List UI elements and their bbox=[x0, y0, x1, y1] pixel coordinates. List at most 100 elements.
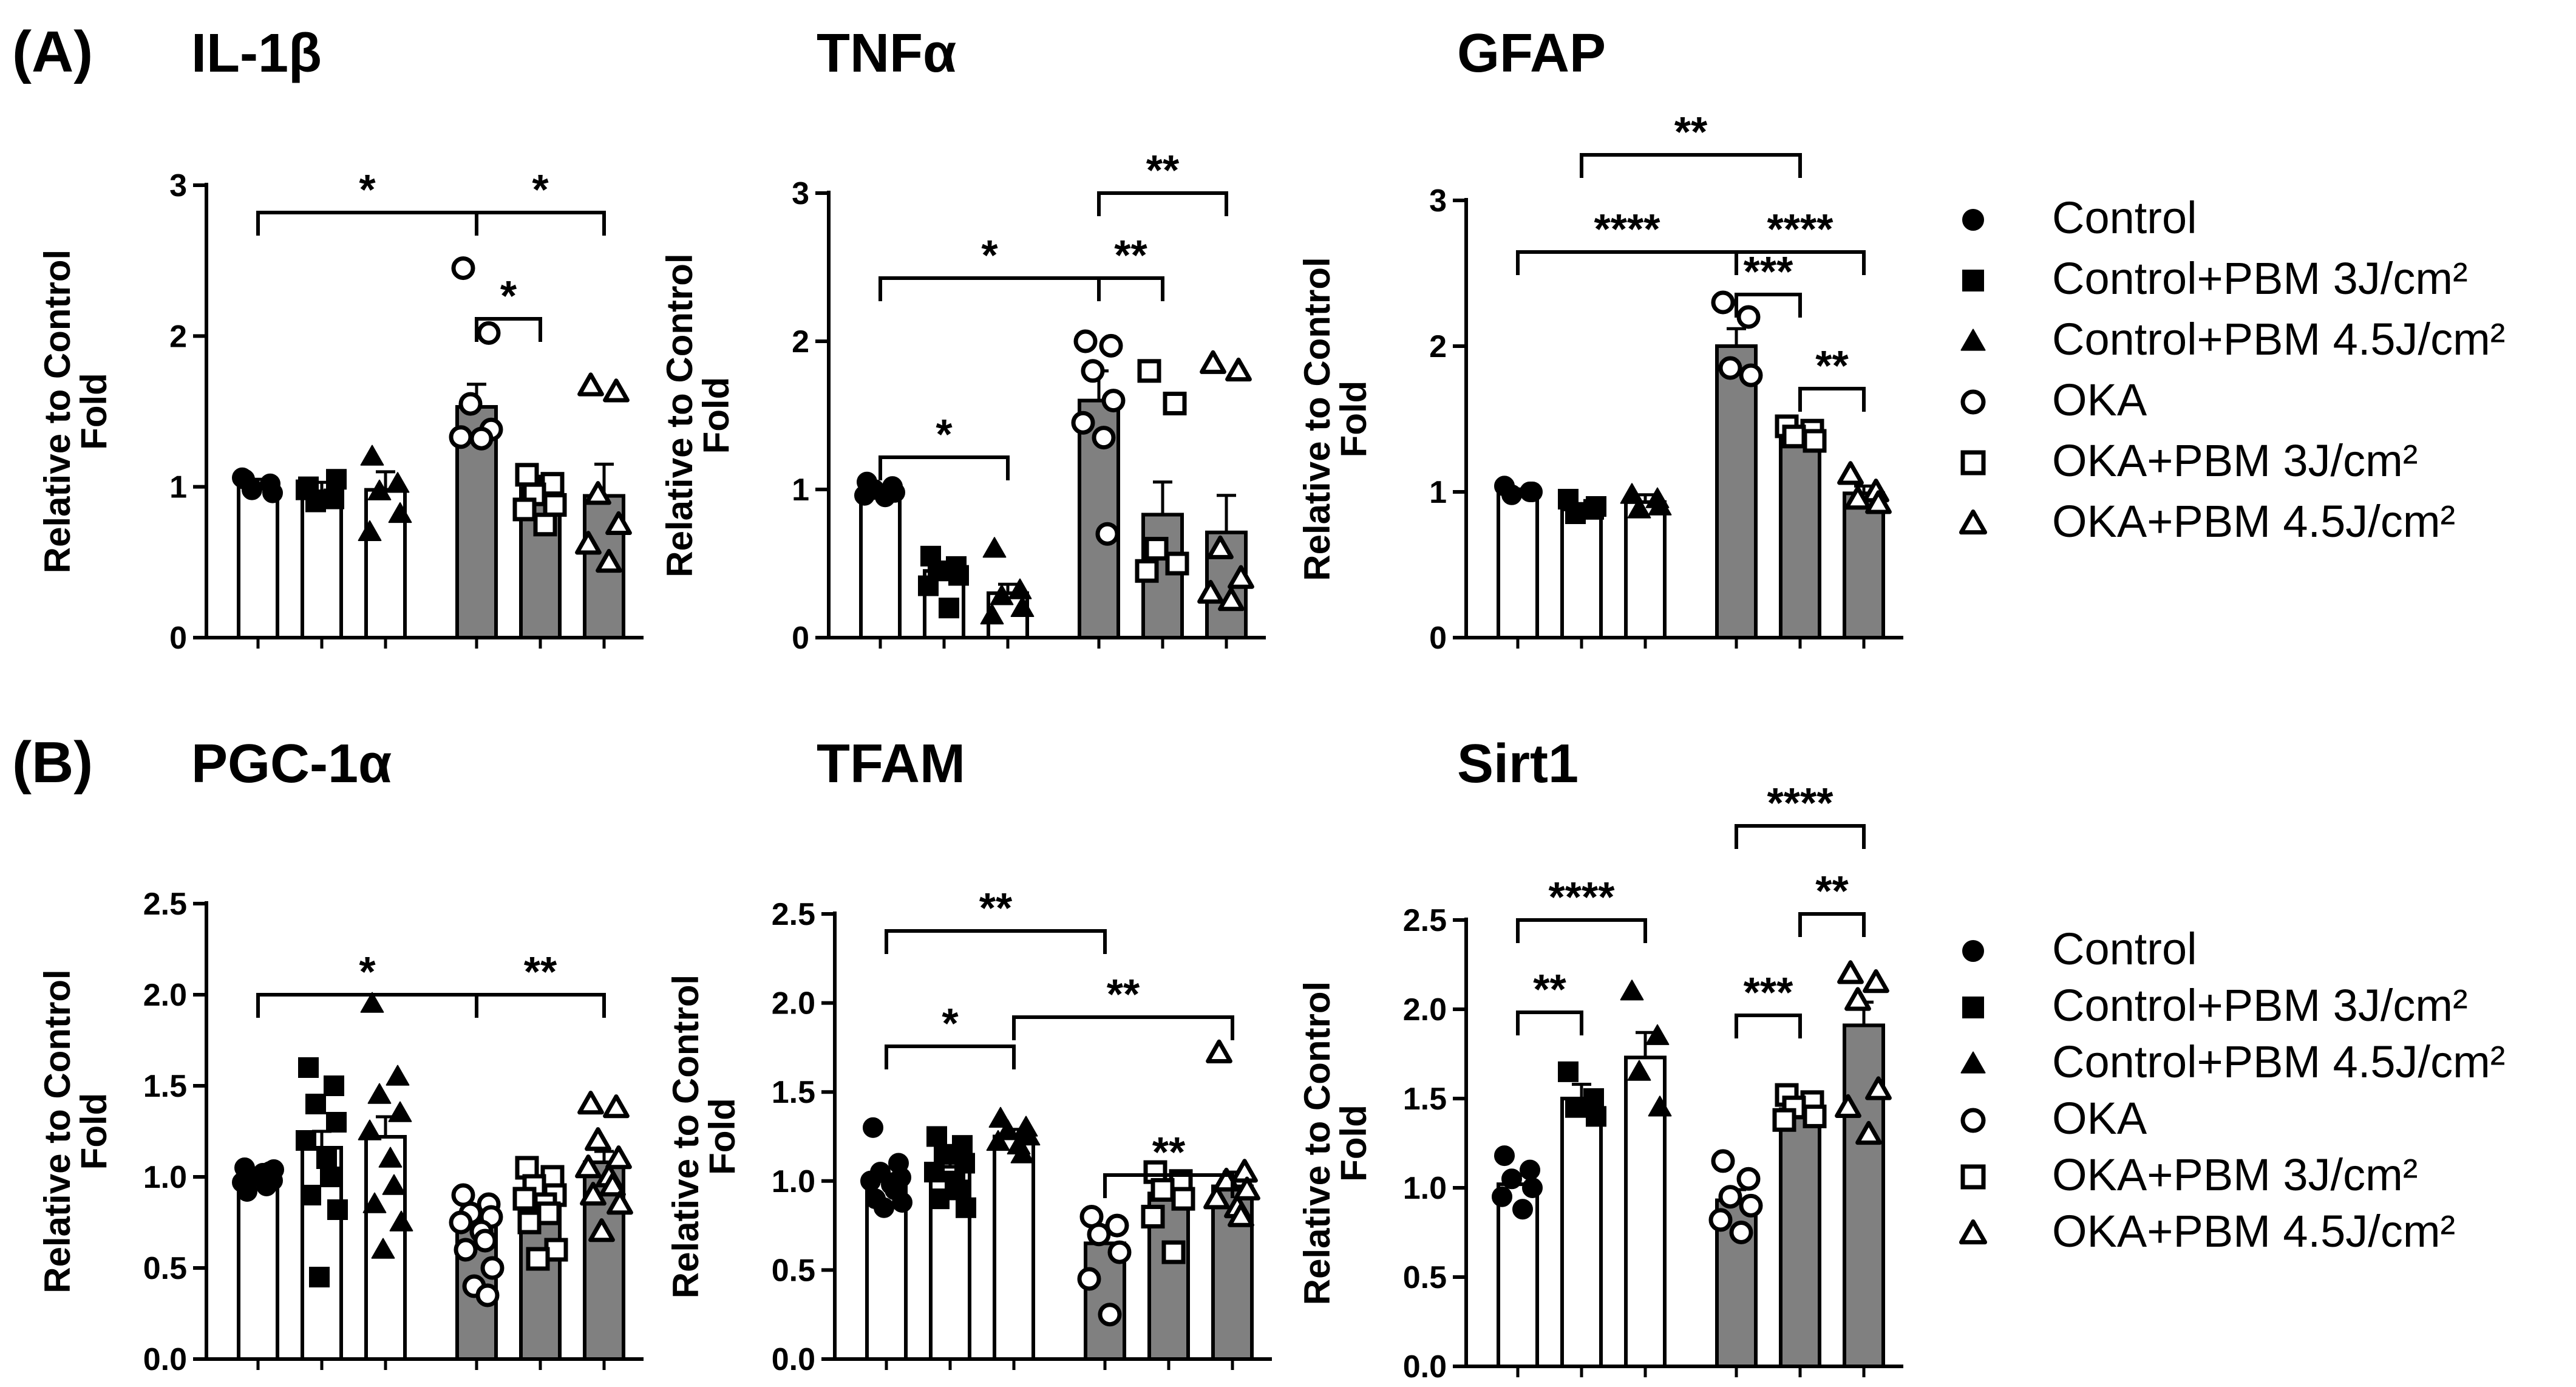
data-point bbox=[1095, 522, 1120, 546]
data-point bbox=[1708, 1208, 1733, 1232]
chart-title: GFAP bbox=[1457, 23, 1606, 84]
y-tick-label: 1 bbox=[1429, 475, 1447, 510]
chart-title: Sirt1 bbox=[1457, 734, 1579, 794]
data-point bbox=[1711, 1149, 1735, 1173]
data-point bbox=[1494, 1145, 1515, 1167]
y-tick-label: 3 bbox=[1429, 183, 1447, 219]
y-axis-label-fold: Fold bbox=[696, 377, 736, 454]
data-point bbox=[577, 372, 604, 397]
data-point bbox=[1161, 1240, 1186, 1264]
legend-marker bbox=[1962, 997, 1984, 1018]
data-point bbox=[607, 1191, 633, 1215]
data-point bbox=[326, 469, 347, 490]
chart-title: TNFα bbox=[817, 23, 956, 84]
data-point bbox=[389, 1210, 413, 1232]
data-point bbox=[860, 1170, 881, 1191]
data-point bbox=[575, 531, 602, 555]
y-tick-label: 3 bbox=[792, 176, 809, 211]
bar-control bbox=[1497, 490, 1539, 639]
data-point bbox=[360, 445, 384, 466]
significance-label: ** bbox=[1152, 1128, 1186, 1176]
data-point bbox=[1711, 290, 1735, 315]
data-point bbox=[386, 472, 410, 493]
y-tick-label: 1.5 bbox=[1403, 1082, 1447, 1117]
data-point bbox=[1008, 578, 1032, 599]
data-point bbox=[1718, 1185, 1742, 1209]
data-point bbox=[263, 1159, 284, 1180]
data-point bbox=[954, 1153, 975, 1174]
y-tick-label: 1.0 bbox=[1403, 1171, 1447, 1206]
legend-marker bbox=[1959, 509, 1988, 535]
y-axis-label-fold: Fold bbox=[1333, 381, 1374, 458]
legend-label: Control+PBM 3J/cm² bbox=[2052, 980, 2468, 1031]
legend-label: Control+PBM 4.5J/cm² bbox=[2052, 1037, 2505, 1087]
data-point bbox=[1203, 1185, 1230, 1210]
significance-bracket bbox=[885, 1045, 1016, 1069]
significance-bracket bbox=[1735, 250, 1866, 275]
data-point bbox=[262, 482, 283, 503]
y-tick-label: 0.0 bbox=[772, 1342, 815, 1377]
data-point bbox=[605, 1145, 632, 1170]
y-tick-label: 0.0 bbox=[1403, 1349, 1447, 1385]
data-point bbox=[1010, 1142, 1035, 1164]
y-tick-label: 2.0 bbox=[772, 986, 815, 1021]
significance-label: ** bbox=[1815, 867, 1849, 915]
y-tick-label: 1.0 bbox=[143, 1160, 187, 1195]
bar-control-pbm-4-5j-cm- bbox=[1624, 500, 1667, 639]
data-point bbox=[605, 511, 632, 536]
data-point bbox=[324, 488, 344, 509]
significance-label: ** bbox=[1674, 108, 1708, 155]
y-axis-label-fold: Fold bbox=[73, 1093, 114, 1170]
y-tick-label: 0.5 bbox=[143, 1251, 187, 1286]
data-point bbox=[924, 1162, 945, 1183]
data-point bbox=[1782, 424, 1806, 449]
significance-label: ** bbox=[979, 884, 1013, 932]
data-point bbox=[1137, 359, 1161, 383]
y-tick-label: 2.5 bbox=[143, 887, 187, 922]
significance-label: **** bbox=[1767, 779, 1834, 826]
significance-bracket bbox=[1516, 250, 1738, 275]
legend-marker bbox=[1960, 389, 1986, 415]
data-point bbox=[1865, 490, 1892, 514]
data-point bbox=[1718, 356, 1742, 380]
data-point bbox=[382, 1174, 406, 1195]
data-point bbox=[449, 1210, 473, 1235]
significance-label: *** bbox=[1744, 969, 1793, 1016]
data-point bbox=[1218, 587, 1245, 612]
data-point bbox=[1105, 1213, 1129, 1238]
data-point bbox=[1565, 1097, 1586, 1118]
data-point bbox=[1206, 1039, 1232, 1063]
data-point bbox=[1512, 1199, 1533, 1220]
significance-label: * bbox=[500, 272, 517, 319]
data-point bbox=[585, 1127, 611, 1151]
y-tick-label: 2.5 bbox=[772, 897, 815, 932]
significance-label: **** bbox=[1594, 205, 1661, 253]
y-axis-label: Relative to Control bbox=[1297, 981, 1337, 1305]
data-point bbox=[1171, 1187, 1195, 1211]
data-point bbox=[580, 1182, 607, 1206]
y-axis-label-fold: Fold bbox=[73, 373, 114, 450]
bar-oka-pbm-3j-cm- bbox=[1779, 432, 1821, 639]
significance-label: * bbox=[942, 1000, 959, 1047]
significance-bracket bbox=[475, 317, 542, 342]
data-point bbox=[1627, 497, 1651, 519]
data-point bbox=[1141, 1204, 1165, 1229]
data-point bbox=[1228, 565, 1254, 589]
data-point bbox=[1558, 1061, 1579, 1082]
data-point bbox=[1197, 579, 1224, 604]
significance-bracket bbox=[1097, 191, 1228, 216]
data-point bbox=[378, 1147, 403, 1168]
data-point bbox=[1648, 494, 1672, 516]
data-point bbox=[575, 1154, 602, 1179]
data-point bbox=[458, 392, 483, 416]
bar-control-pbm-4-5j-cm- bbox=[993, 1134, 1035, 1361]
data-point bbox=[1648, 1096, 1672, 1117]
significance-bracket bbox=[1735, 293, 1802, 318]
data-point bbox=[1844, 486, 1871, 510]
significance-bracket bbox=[1516, 1010, 1583, 1035]
bar-oka-pbm-4-5j-cm- bbox=[1843, 1023, 1885, 1368]
data-point bbox=[305, 1094, 326, 1114]
